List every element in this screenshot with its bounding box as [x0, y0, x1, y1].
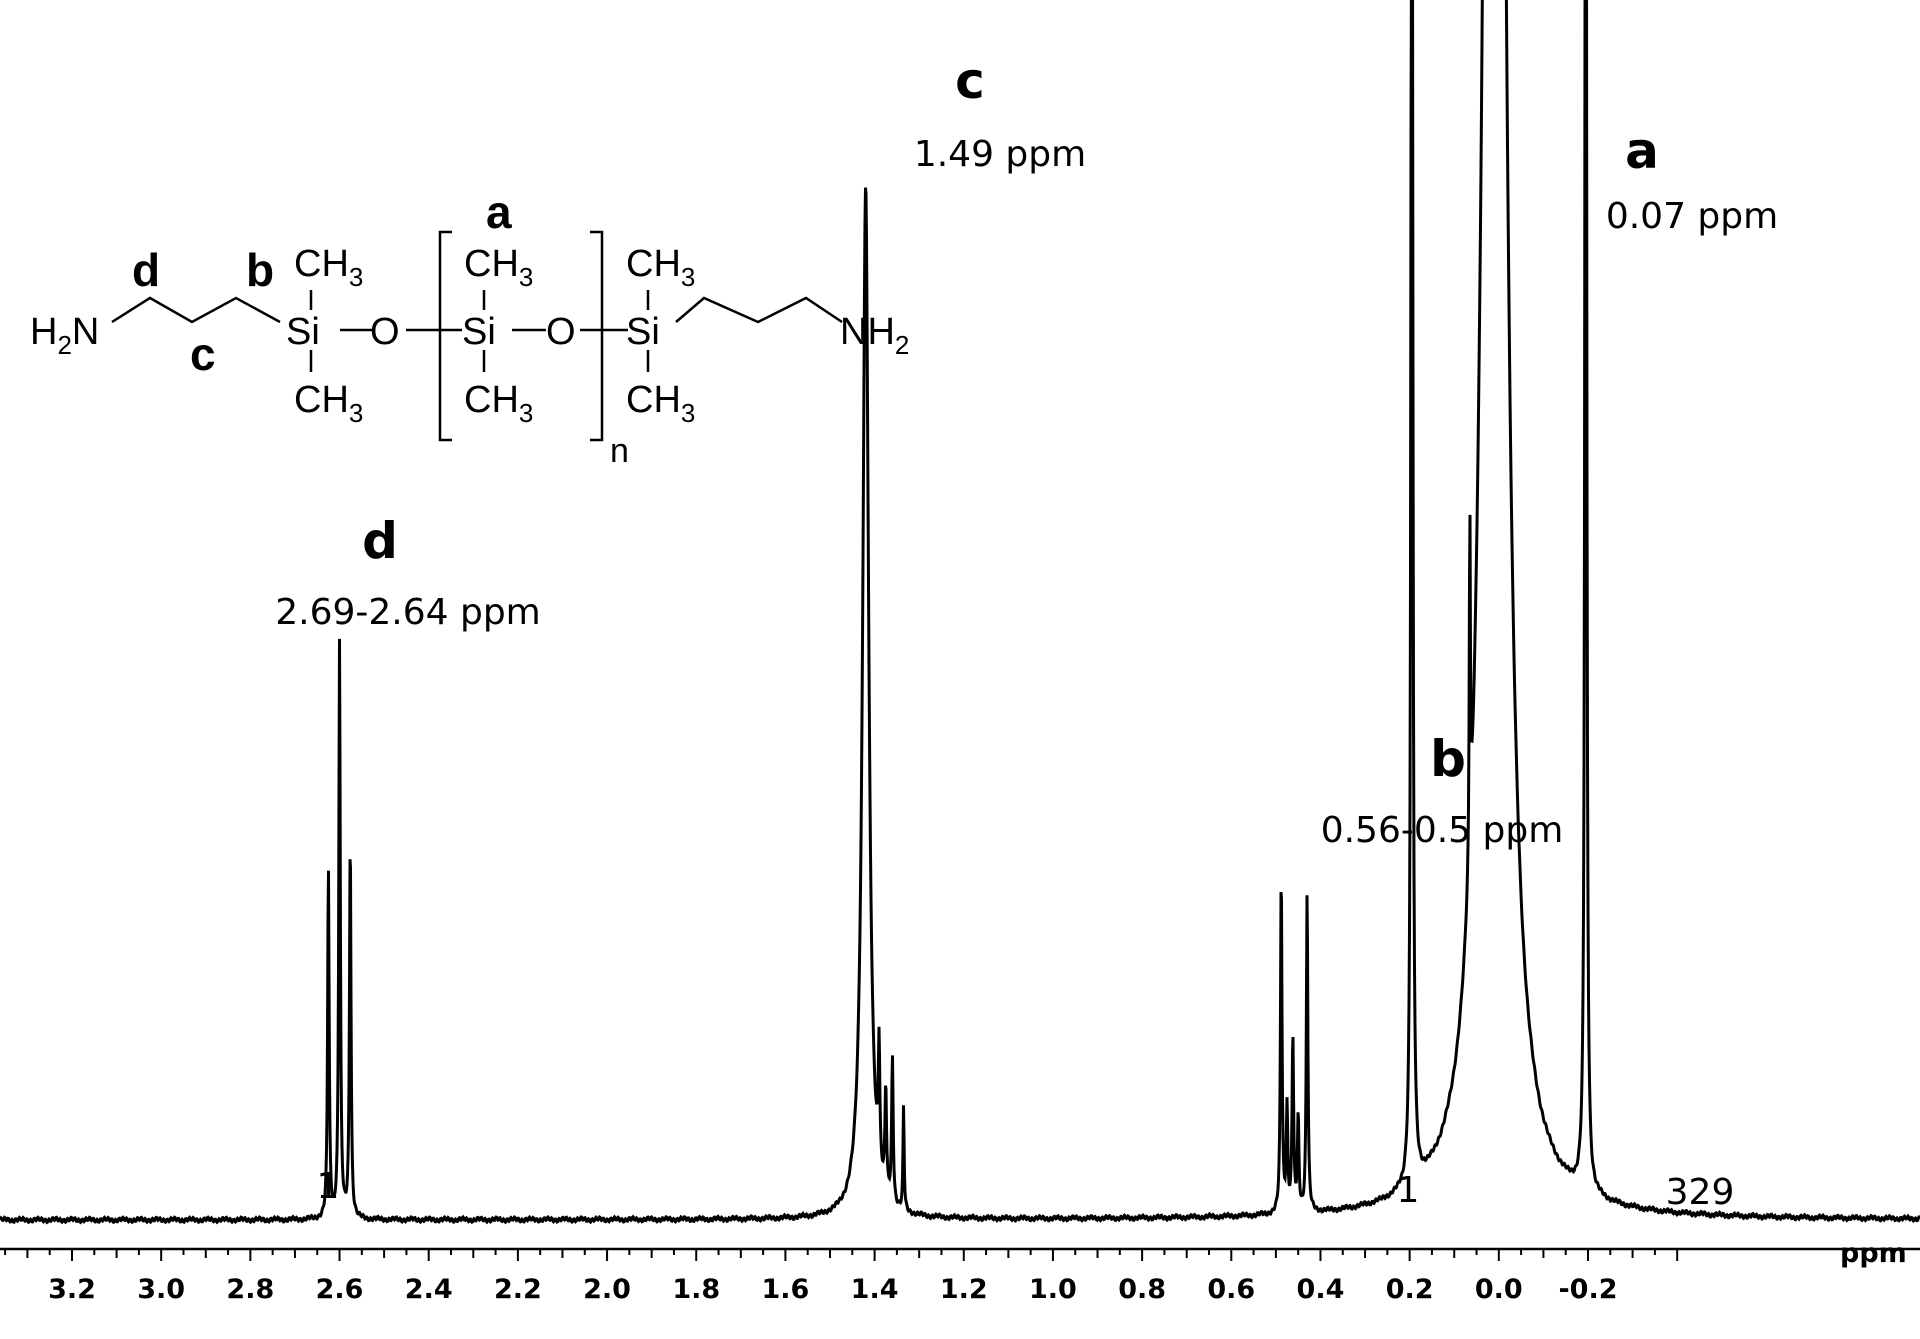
svg-text:CH3: CH3 [464, 379, 533, 428]
structure-label-b: b [246, 244, 274, 296]
x-tick-label: 0.2 [1386, 1274, 1434, 1305]
svg-text:NH2: NH2 [840, 311, 909, 360]
x-tick-label: 1.6 [761, 1274, 809, 1305]
peak-shift-a: 0.07 ppm [1606, 196, 1778, 237]
x-axis-unit-label: ppm [1840, 1238, 1907, 1269]
si-atom-3: Si [626, 311, 660, 353]
x-tick-label: 0.6 [1207, 1274, 1255, 1305]
x-tick-label: 3.0 [137, 1274, 185, 1305]
x-tick-label: 1.8 [672, 1274, 720, 1305]
structure-label-c: c [190, 328, 216, 380]
peak-annotations: d 2.69-2.64 ppm 1 c 1.49 ppm b 0.56-0.5 … [275, 52, 1778, 1213]
x-tick-label: 3.2 [48, 1274, 96, 1305]
peak-letter-b: b [1430, 730, 1466, 788]
x-axis-ticks: 3.2 3.0 2.8 2.6 2.4 2.2 2.0 1.8 1.6 1.4 1.2 1.0 0.8 0… [4, 1249, 1679, 1305]
structure-text: H2N Si O Si O Si NH2 CH3 CH3 CH3 CH3 CH3… [30, 186, 909, 470]
peak-letter-c: c [955, 52, 985, 110]
bracket-left [438, 230, 452, 442]
structure-label-a: a [486, 186, 512, 238]
x-tick-label: 2.8 [226, 1274, 274, 1305]
bracket-right [590, 230, 604, 442]
peak-letter-a: a [1625, 122, 1659, 180]
x-tick-label: 0.0 [1475, 1274, 1523, 1305]
x-tick-label: 1.0 [1029, 1274, 1077, 1305]
propyl-chain-right [675, 296, 843, 324]
o-atom-1: O [370, 311, 400, 353]
x-tick-label: 2.6 [316, 1274, 364, 1305]
integral-a: 329 [1666, 1172, 1735, 1213]
si-atom-1: Si [286, 311, 320, 353]
repeat-n-subscript: n [610, 432, 629, 470]
x-tick-label: 0.4 [1297, 1274, 1345, 1305]
x-tick-label: 1.2 [940, 1274, 988, 1305]
svg-text:CH3: CH3 [294, 243, 363, 292]
peak-shift-d: 2.69-2.64 ppm [275, 592, 541, 633]
x-tick-label: 2.2 [494, 1274, 542, 1305]
svg-text:CH3: CH3 [464, 243, 533, 292]
x-tick-label: 0.8 [1118, 1274, 1166, 1305]
integral-d: 1 [317, 1166, 340, 1207]
svg-text:CH3: CH3 [626, 379, 695, 428]
x-tick-label: 2.4 [405, 1274, 453, 1305]
chemical-structure [111, 230, 843, 442]
svg-text:CH3: CH3 [626, 243, 695, 292]
peak-shift-b: 0.56-0.5 ppm [1321, 810, 1564, 851]
peak-shift-c: 1.49 ppm [914, 134, 1086, 175]
si-atom-2: Si [462, 311, 496, 353]
propyl-chain-left [111, 296, 281, 324]
x-tick-label: -0.2 [1558, 1274, 1617, 1305]
x-tick-label: 1.4 [851, 1274, 899, 1305]
structure-label-d: d [132, 244, 160, 296]
integral-b: 1 [1397, 1170, 1420, 1211]
x-tick-label: 2.0 [583, 1274, 631, 1305]
o-atom-2: O [546, 311, 576, 353]
spectrum-line [0, 0, 1920, 1225]
svg-text:CH3: CH3 [294, 379, 363, 428]
peak-letter-d: d [362, 512, 398, 570]
svg-text:H2N: H2N [30, 311, 99, 360]
